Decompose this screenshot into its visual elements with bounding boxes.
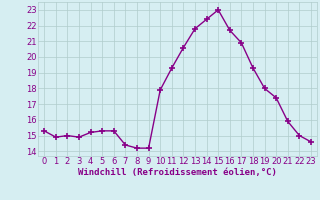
X-axis label: Windchill (Refroidissement éolien,°C): Windchill (Refroidissement éolien,°C)	[78, 168, 277, 177]
